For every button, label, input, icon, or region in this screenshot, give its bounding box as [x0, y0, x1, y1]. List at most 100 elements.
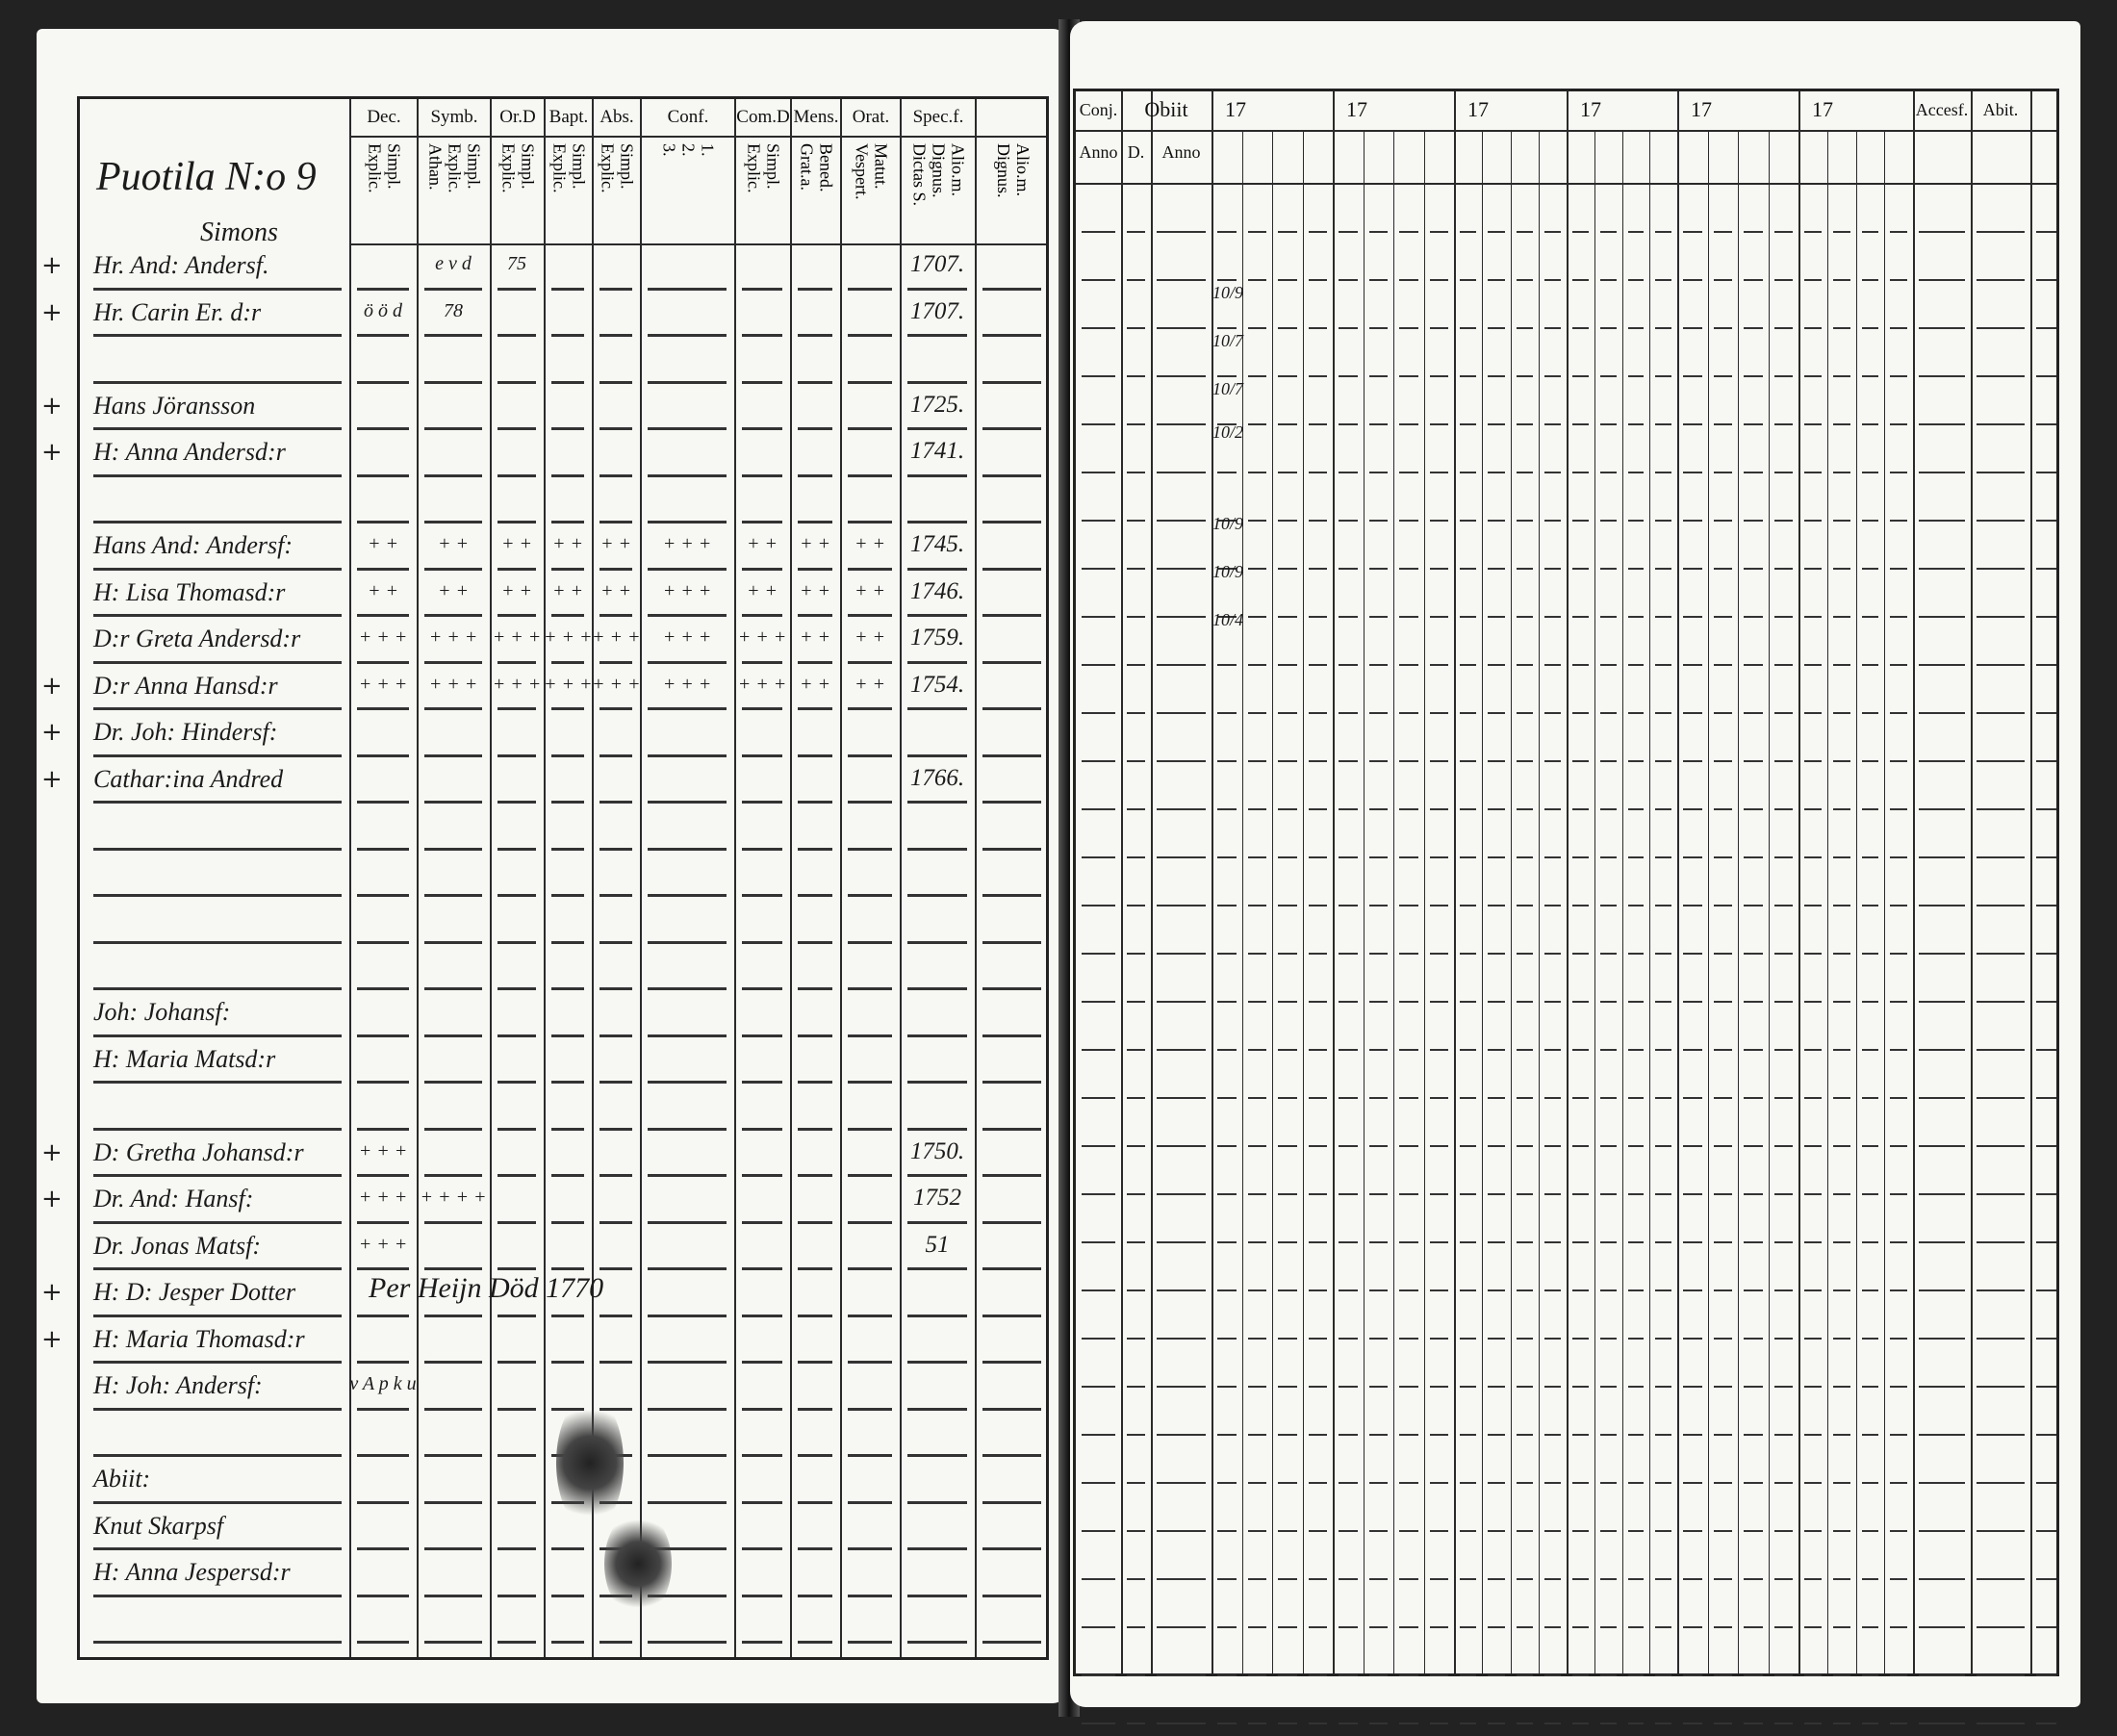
column-sublabel: Simpl. [569, 143, 589, 190]
row-rule [1713, 616, 1732, 618]
ink-blot [556, 1395, 624, 1530]
row-rule [1399, 1193, 1418, 1195]
row-rule [1773, 1338, 1793, 1340]
row-rule [1082, 1530, 1115, 1532]
row-rule [1460, 953, 1477, 955]
row-rule [1773, 472, 1793, 473]
row-rule [742, 1547, 782, 1550]
row-rule [1368, 856, 1388, 858]
row-rule [1804, 953, 1822, 955]
row-rule [1308, 1434, 1327, 1436]
row-rule [2036, 1001, 2056, 1003]
row-rule [1157, 808, 1206, 810]
row-rule [1977, 231, 2025, 233]
row-rule [497, 1127, 536, 1131]
row-rule [1890, 472, 1907, 473]
row-rule [1744, 327, 1763, 329]
row-rule [357, 1127, 409, 1131]
row-rule [357, 753, 409, 757]
row-rule [798, 334, 832, 337]
row-rule [982, 380, 1041, 384]
row-rule [551, 660, 584, 664]
register-entry: + + [552, 533, 583, 554]
row-rule [798, 1127, 832, 1131]
row-rule [648, 334, 727, 337]
row-rule [1217, 568, 1237, 570]
row-rule [982, 287, 1041, 291]
row-rule [1339, 1723, 1358, 1724]
row-rule [551, 1220, 584, 1224]
column-header: Conj. [1079, 100, 1118, 119]
row-rule [1977, 1097, 2025, 1099]
row-rule [1308, 520, 1327, 522]
row-rule [1744, 1338, 1763, 1340]
row-rule [1460, 1530, 1477, 1532]
row-rule [551, 1174, 584, 1177]
row-rule [1627, 568, 1645, 570]
row-rule [1127, 1049, 1145, 1051]
register-entry: + + + [544, 673, 593, 695]
row-rule [1082, 1193, 1115, 1195]
row-rule [798, 753, 832, 757]
row-rule [848, 1081, 892, 1084]
row-rule [982, 1454, 1041, 1457]
row-rule [93, 1547, 342, 1550]
row-rule [1977, 423, 2025, 425]
row-rule [742, 1081, 782, 1084]
row-rule [798, 1454, 832, 1457]
row-rule [1429, 375, 1448, 377]
table-row [80, 851, 1046, 897]
row-rule [1157, 520, 1206, 522]
row-rule [1339, 712, 1358, 714]
row-rule [1278, 375, 1297, 377]
person-name: D:r Anna Hansd:r [93, 671, 278, 700]
row-rule [982, 1081, 1041, 1084]
row-rule [1832, 1145, 1850, 1147]
row-rule [1919, 520, 1965, 522]
row-rule [1516, 664, 1533, 666]
row-rule [1460, 1193, 1477, 1195]
row-rule [982, 1314, 1041, 1317]
row-rule [599, 614, 632, 617]
row-rule [1399, 1530, 1418, 1532]
row-rule [1399, 616, 1418, 618]
row-rule [1744, 472, 1763, 473]
row-rule [1516, 1289, 1533, 1291]
row-rule [1278, 1049, 1297, 1051]
column-divider [900, 99, 902, 1657]
row-rule [1247, 1723, 1266, 1724]
row-rule [982, 801, 1041, 804]
margin-mark: + [41, 1324, 63, 1354]
row-rule [798, 1220, 832, 1224]
row-rule [1308, 327, 1327, 329]
row-rule [1399, 520, 1418, 522]
row-rule [982, 940, 1041, 944]
row-rule [1308, 1723, 1327, 1724]
row-rule [907, 1500, 967, 1504]
register-entry: + + [800, 673, 830, 695]
row-rule [1429, 712, 1448, 714]
row-rule [1082, 856, 1115, 858]
row-rule [2036, 856, 2056, 858]
row-rule [1278, 1723, 1297, 1724]
row-rule [1247, 1386, 1266, 1388]
row-rule [551, 1267, 584, 1270]
row-rule [1977, 1482, 2025, 1484]
row-rule [1655, 327, 1671, 329]
row-rule [1773, 327, 1793, 329]
row-rule [1516, 1241, 1533, 1243]
row-rule [1127, 520, 1145, 522]
row-rule [1082, 760, 1115, 762]
row-rule [1919, 375, 1965, 377]
row-rule [424, 1361, 482, 1364]
row-rule [1832, 1386, 1850, 1388]
subcolumn-divider [1738, 130, 1739, 1673]
register-entry: 1707. [909, 297, 965, 324]
row-rule [599, 1314, 632, 1317]
row-rule [1977, 279, 2025, 281]
row-rule [1082, 712, 1115, 714]
row-rule [1082, 1386, 1115, 1388]
row-rule [1488, 1097, 1505, 1099]
row-rule [1429, 1674, 1448, 1676]
row-rule [1627, 1338, 1645, 1340]
